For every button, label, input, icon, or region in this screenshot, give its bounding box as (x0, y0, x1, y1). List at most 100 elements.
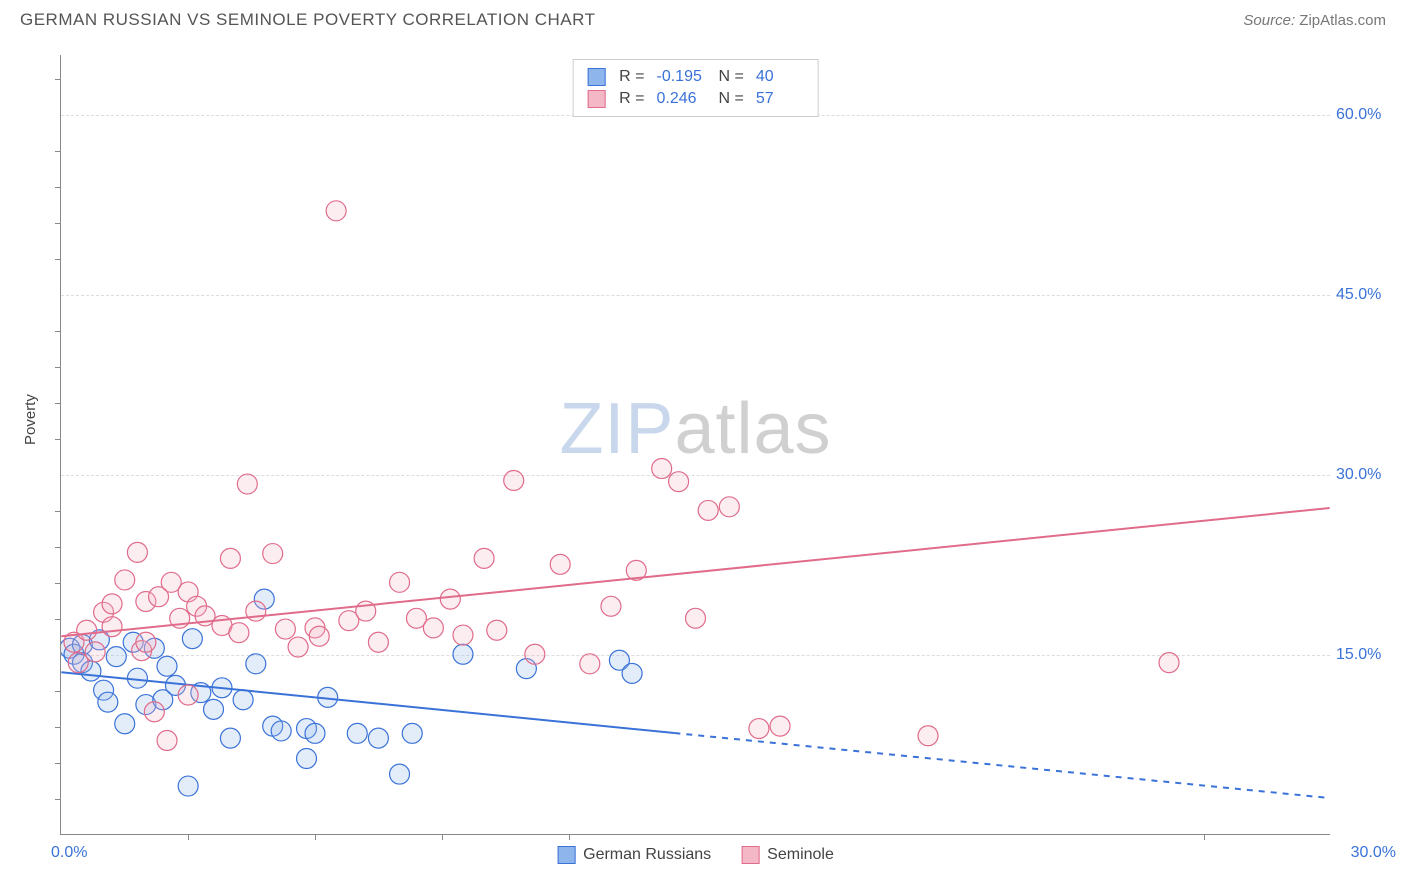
data-point (233, 690, 253, 710)
data-point (136, 632, 156, 652)
data-point (204, 699, 224, 719)
data-point (390, 572, 410, 592)
data-point (127, 542, 147, 562)
data-point (453, 625, 473, 645)
data-point (1159, 653, 1179, 673)
data-point (550, 554, 570, 574)
y-axis-label: Poverty (22, 394, 39, 445)
r-value-1: 0.246 (657, 90, 705, 108)
data-point (453, 644, 473, 664)
data-point (487, 620, 507, 640)
data-point (686, 608, 706, 628)
swatch-series-1 (587, 90, 605, 108)
data-point (580, 654, 600, 674)
n-label: N = (719, 90, 744, 108)
x-tick-max: 30.0% (1351, 844, 1396, 862)
stats-legend-row-1: R = 0.246 N = 57 (587, 88, 804, 110)
x-tick-min: 0.0% (51, 844, 87, 862)
data-point (770, 716, 790, 736)
trend-line-extrapolated (674, 733, 1329, 798)
data-point (918, 726, 938, 746)
y-tick-label: 30.0% (1336, 466, 1396, 484)
data-point (144, 702, 164, 722)
n-value-0: 40 (756, 68, 804, 86)
data-point (622, 663, 642, 683)
data-point (347, 723, 367, 743)
legend-swatch-0 (557, 846, 575, 864)
data-point (309, 626, 329, 646)
data-point (246, 654, 266, 674)
x-tick-mark (1204, 834, 1205, 840)
data-point (275, 619, 295, 639)
data-point (182, 629, 202, 649)
source-name: ZipAtlas.com (1299, 12, 1386, 29)
data-point (326, 201, 346, 221)
data-point (368, 728, 388, 748)
data-point (115, 714, 135, 734)
stats-legend-row-0: R = -0.195 N = 40 (587, 66, 804, 88)
data-point (229, 623, 249, 643)
chart-title: GERMAN RUSSIAN VS SEMINOLE POVERTY CORRE… (20, 10, 595, 30)
data-point (749, 719, 769, 739)
data-point (423, 618, 443, 638)
y-tick-label: 45.0% (1336, 286, 1396, 304)
r-value-0: -0.195 (657, 68, 705, 86)
data-point (390, 764, 410, 784)
y-tick-label: 15.0% (1336, 646, 1396, 664)
legend-label-1: Seminole (767, 846, 834, 864)
r-label: R = (619, 90, 644, 108)
data-point (77, 620, 97, 640)
x-tick-mark (315, 834, 316, 840)
data-point (368, 632, 388, 652)
legend-label-0: German Russians (583, 846, 711, 864)
data-point (68, 653, 88, 673)
legend-item-0: German Russians (557, 846, 711, 864)
n-label: N = (719, 68, 744, 86)
plot-svg (61, 55, 1330, 834)
data-point (271, 721, 291, 741)
data-point (220, 548, 240, 568)
data-point (669, 472, 689, 492)
scatter-plot: ZIPatlas R = -0.195 N = 40 R = 0.246 N =… (60, 55, 1330, 835)
source-attribution: Source: ZipAtlas.com (1243, 12, 1386, 29)
data-point (237, 474, 257, 494)
data-point (220, 728, 240, 748)
chart-container: Poverty ZIPatlas R = -0.195 N = 40 R = 0… (20, 45, 1386, 885)
data-point (297, 749, 317, 769)
x-tick-mark (188, 834, 189, 840)
data-point (115, 570, 135, 590)
legend-swatch-1 (741, 846, 759, 864)
data-point (178, 776, 198, 796)
data-point (102, 594, 122, 614)
stats-legend: R = -0.195 N = 40 R = 0.246 N = 57 (572, 59, 819, 117)
x-tick-mark (442, 834, 443, 840)
data-point (305, 723, 325, 743)
n-value-1: 57 (756, 90, 804, 108)
data-point (157, 731, 177, 751)
source-prefix: Source: (1243, 12, 1299, 29)
series-legend: German Russians Seminole (557, 846, 834, 864)
data-point (98, 692, 118, 712)
data-point (157, 656, 177, 676)
r-label: R = (619, 68, 644, 86)
x-tick-mark (569, 834, 570, 840)
data-point (288, 637, 308, 657)
data-point (402, 723, 422, 743)
legend-item-1: Seminole (741, 846, 834, 864)
data-point (719, 497, 739, 517)
data-point (106, 647, 126, 667)
data-point (474, 548, 494, 568)
data-point (601, 596, 621, 616)
swatch-series-0 (587, 68, 605, 86)
y-tick-label: 60.0% (1336, 106, 1396, 124)
data-point (652, 458, 672, 478)
data-point (440, 589, 460, 609)
data-point (102, 617, 122, 637)
data-point (525, 644, 545, 664)
data-point (85, 642, 105, 662)
data-point (263, 544, 283, 564)
data-point (504, 470, 524, 490)
data-point (178, 685, 198, 705)
chart-header: GERMAN RUSSIAN VS SEMINOLE POVERTY CORRE… (0, 0, 1406, 34)
data-point (698, 500, 718, 520)
